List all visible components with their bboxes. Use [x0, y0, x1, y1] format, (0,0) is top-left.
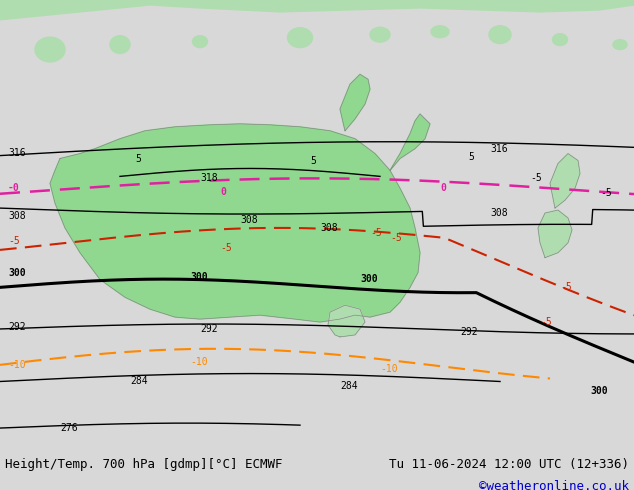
Text: 292: 292: [460, 327, 477, 337]
Text: -10: -10: [380, 364, 398, 373]
Text: ©weatheronline.co.uk: ©weatheronline.co.uk: [479, 480, 629, 490]
Ellipse shape: [287, 28, 313, 48]
Text: -5: -5: [540, 317, 552, 327]
Text: 276: 276: [60, 423, 77, 433]
Text: 284: 284: [340, 381, 358, 392]
Text: -5: -5: [600, 188, 612, 198]
Ellipse shape: [613, 40, 627, 49]
Text: 292: 292: [200, 324, 217, 334]
Ellipse shape: [35, 37, 65, 62]
Polygon shape: [550, 153, 580, 208]
Text: 0: 0: [220, 187, 226, 197]
Polygon shape: [328, 305, 365, 337]
Polygon shape: [538, 210, 572, 258]
Ellipse shape: [489, 26, 511, 44]
Text: -5: -5: [370, 228, 382, 238]
Text: -5: -5: [560, 282, 572, 293]
Text: 316: 316: [8, 147, 25, 158]
Text: 5: 5: [135, 153, 141, 164]
Text: 318: 318: [200, 173, 217, 183]
Text: 316: 316: [490, 144, 508, 154]
Text: -5: -5: [8, 236, 20, 246]
Text: -10: -10: [8, 360, 25, 369]
Text: -10: -10: [190, 357, 207, 367]
Text: 308: 308: [490, 208, 508, 218]
Text: Tu 11-06-2024 12:00 UTC (12+336): Tu 11-06-2024 12:00 UTC (12+336): [389, 458, 629, 471]
Text: 292: 292: [8, 322, 25, 332]
Text: -5: -5: [530, 173, 541, 183]
Polygon shape: [0, 0, 634, 20]
Text: 284: 284: [130, 376, 148, 387]
Text: 308: 308: [8, 211, 25, 221]
Text: 300: 300: [590, 387, 607, 396]
Text: 300: 300: [190, 272, 207, 282]
Text: Height/Temp. 700 hPa [gdmp][°C] ECMWF: Height/Temp. 700 hPa [gdmp][°C] ECMWF: [5, 458, 283, 471]
Text: -5: -5: [220, 243, 232, 253]
Text: 300: 300: [360, 274, 378, 284]
Text: 308: 308: [240, 215, 257, 225]
Ellipse shape: [110, 36, 130, 53]
Polygon shape: [50, 124, 420, 322]
Polygon shape: [340, 74, 370, 131]
Text: -5: -5: [390, 233, 402, 243]
Ellipse shape: [431, 26, 449, 38]
Text: 0: 0: [440, 183, 446, 193]
Text: 5: 5: [310, 155, 316, 166]
Text: 308: 308: [320, 223, 338, 233]
Text: 300: 300: [8, 269, 25, 278]
Ellipse shape: [552, 34, 567, 46]
Ellipse shape: [193, 36, 207, 48]
Ellipse shape: [370, 27, 390, 42]
Polygon shape: [390, 114, 430, 171]
Text: -0: -0: [8, 183, 20, 193]
Text: 5: 5: [468, 151, 474, 162]
